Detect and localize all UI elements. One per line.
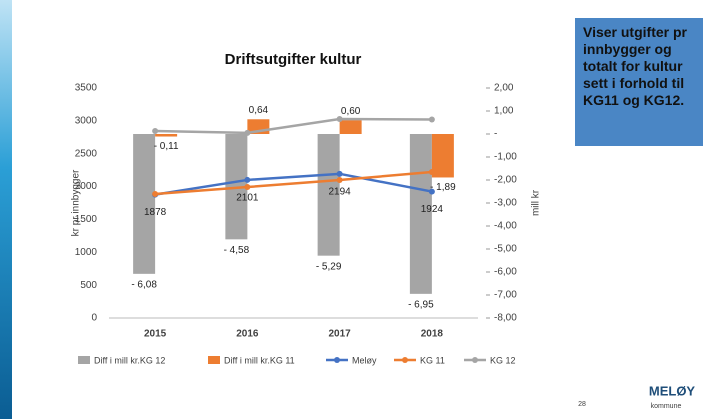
line-point (152, 127, 159, 134)
legend-swatch (78, 356, 90, 364)
bar (317, 134, 340, 256)
bar-value-label: - 6,08 (131, 279, 157, 290)
y-tick-label: 500 (80, 280, 97, 291)
bar-value-label: - 6,95 (408, 299, 434, 310)
y2-tick-label: - (494, 129, 497, 140)
bar (155, 134, 178, 137)
y2-tick-label: -5,00 (494, 244, 517, 255)
side-strip (0, 0, 12, 419)
line-point (428, 188, 435, 195)
logo-sub: kommune (651, 403, 682, 410)
line (154, 172, 433, 196)
bar-value-label: - 0,11 (154, 141, 179, 152)
line (155, 170, 432, 196)
y2-tick-label: -8,00 (494, 313, 517, 324)
line-value-label: 2101 (236, 193, 259, 204)
legend-label: Meløy (352, 355, 377, 365)
line-value-label: 1878 (144, 207, 167, 218)
y-tick-label: 3000 (75, 115, 98, 126)
y2-axis-label: mill kr (531, 189, 542, 216)
y2-tick-label: -2,00 (494, 175, 517, 186)
bar-value-label: - 5,29 (316, 261, 342, 272)
bar (431, 134, 454, 178)
legend-swatch (208, 356, 220, 364)
bar-value-label: - 4,58 (224, 245, 250, 256)
y2-tick-label: -7,00 (494, 290, 517, 301)
bar-value-label: 0,64 (249, 105, 269, 116)
line (155, 117, 432, 135)
legend-label: KG 12 (490, 355, 516, 365)
legend-label: Diff i mill kr.KG 11 (224, 355, 295, 365)
y2-tick-label: 2,00 (494, 83, 514, 94)
bar (133, 134, 156, 274)
y-tick-label: 3500 (75, 83, 98, 94)
chart-title: Driftsutgifter kultur (225, 51, 362, 68)
y-tick-label: 1000 (75, 247, 98, 258)
y-tick-label: 2500 (75, 148, 98, 159)
sidebar-box: Viser utgifter pr innbygger og totalt fo… (575, 18, 703, 146)
line-point (152, 190, 159, 197)
line-point (244, 184, 251, 191)
line-point (336, 177, 343, 183)
y2-tick-label: -3,00 (494, 198, 517, 209)
page-number: 28 (578, 401, 586, 408)
bar-value-label: 0,60 (341, 106, 361, 117)
line-point (428, 116, 435, 123)
y-tick-label: 0 (91, 313, 97, 324)
line-point (336, 116, 343, 123)
line-point (336, 170, 343, 177)
legend-label: Diff i mill kr.KG 12 (94, 355, 165, 365)
line-point (428, 168, 435, 175)
legend-dot (402, 357, 408, 363)
y-tick-label: 1500 (75, 214, 98, 225)
line-point (244, 176, 251, 183)
y2-tick-label: -6,00 (494, 267, 517, 278)
y-tick-label: 2000 (75, 181, 98, 192)
line-point (244, 129, 251, 136)
line-value-label: 1924 (421, 204, 444, 215)
bar (339, 120, 362, 134)
logo: MELØY (649, 383, 696, 398)
legend-dot (334, 357, 340, 363)
legend-dot (472, 357, 478, 363)
x-tick-label: 2018 (421, 329, 444, 340)
y2-tick-label: -1,00 (494, 152, 517, 163)
legend-label: KG 11 (420, 355, 445, 365)
x-tick-label: 2017 (329, 329, 352, 340)
y-axis-label: kr pr innbygger (71, 169, 82, 236)
bar-value-label: - 1,89 (430, 182, 456, 193)
x-tick-label: 2015 (144, 329, 167, 340)
y2-tick-label: 1,00 (494, 106, 514, 117)
line-value-label: 2194 (329, 186, 352, 197)
y2-tick-label: -4,00 (494, 221, 517, 232)
x-tick-label: 2016 (236, 329, 259, 340)
